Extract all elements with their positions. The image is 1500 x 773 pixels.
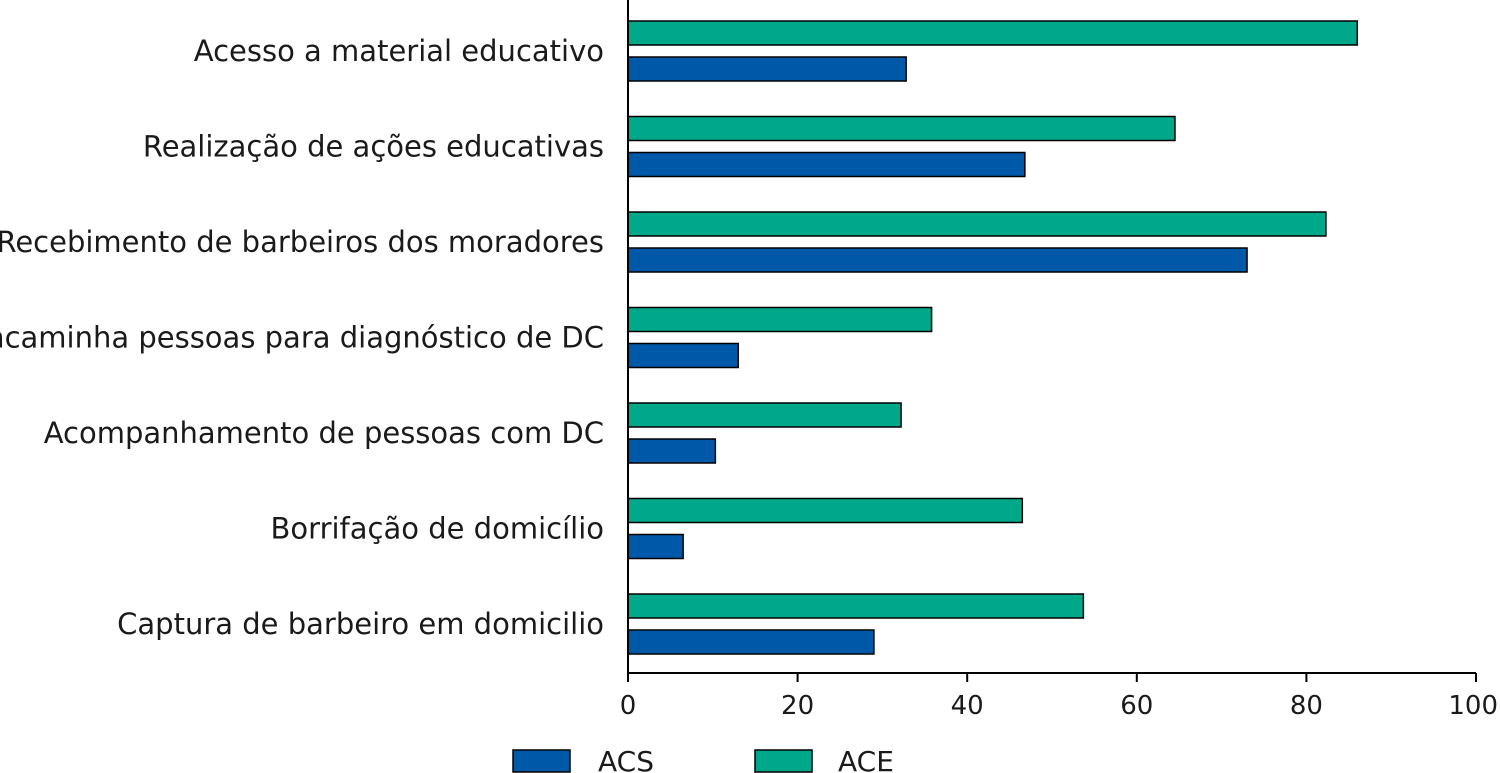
bar-acs-4 — [627, 438, 717, 464]
bar-acs-3 — [627, 342, 739, 369]
legend-label-ace: ACE — [838, 745, 894, 773]
category-label-5: Borrifação de domicílio — [271, 512, 604, 546]
x-tick-label-1: 20 — [781, 691, 814, 721]
bar-acs-2 — [627, 247, 1248, 273]
bar-ace-6 — [627, 593, 1085, 619]
bar-ace-1 — [627, 115, 1176, 142]
category-label-1: Realização de ações educativas — [143, 130, 604, 164]
x-tick-label-3: 60 — [1120, 691, 1153, 721]
legend: ACS ACE — [512, 745, 894, 773]
bar-acs-5 — [627, 533, 684, 560]
x-axis-ticks: 0 20 40 60 80 100 — [620, 673, 1498, 721]
x-tick-label-0: 0 — [620, 691, 637, 721]
legend-swatch-ace — [754, 749, 813, 773]
category-label-2: Recebimento de barbeiros dos moradores — [0, 225, 604, 259]
bar-acs-6 — [627, 629, 875, 655]
category-label-0: Acesso a material educativo — [194, 34, 604, 68]
category-labels: Acesso a material educativo Realização de… — [0, 34, 604, 641]
bars-layer — [627, 20, 1359, 655]
category-label-4: Acompanhamento de pessoas com DC — [44, 416, 604, 450]
category-label-3: Encaminha pessoas para diagnóstico de DC — [0, 321, 604, 355]
x-tick-label-2: 40 — [951, 691, 984, 721]
x-tick-label-4: 80 — [1290, 691, 1323, 721]
bar-acs-1 — [627, 151, 1026, 178]
legend-swatch-acs — [512, 749, 571, 773]
bar-acs-0 — [627, 56, 907, 82]
legend-label-acs: ACS — [598, 745, 654, 773]
bar-ace-2 — [627, 211, 1327, 237]
bar-ace-4 — [627, 402, 902, 428]
bar-ace-0 — [627, 20, 1359, 46]
bar-ace-3 — [627, 306, 933, 333]
x-tick-label-5: 100 — [1448, 691, 1498, 721]
bar-ace-5 — [627, 497, 1024, 524]
category-label-6: Captura de barbeiro em domicilio — [117, 607, 604, 641]
